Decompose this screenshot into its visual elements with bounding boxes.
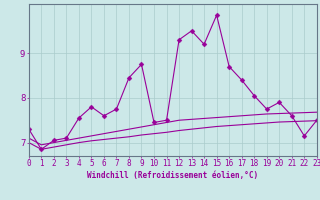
- X-axis label: Windchill (Refroidissement éolien,°C): Windchill (Refroidissement éolien,°C): [87, 171, 258, 180]
